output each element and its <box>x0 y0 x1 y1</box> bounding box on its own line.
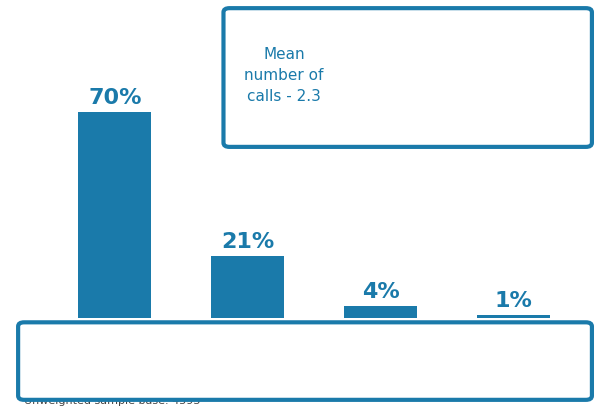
Text: 4%: 4% <box>362 282 399 302</box>
Text: 21%: 21% <box>221 232 274 252</box>
Text: Unweighted sample base: 4593: Unweighted sample base: 4593 <box>24 396 201 406</box>
FancyBboxPatch shape <box>439 50 564 140</box>
Ellipse shape <box>487 84 515 104</box>
Text: 1-2: 1-2 <box>60 351 97 371</box>
Text: 6-10: 6-10 <box>330 351 382 371</box>
Text: 1%: 1% <box>495 291 532 311</box>
Text: 70%: 70% <box>88 88 141 108</box>
FancyBboxPatch shape <box>431 12 468 51</box>
Ellipse shape <box>474 75 529 113</box>
Text: Mean
number of
calls - 2.3: Mean number of calls - 2.3 <box>244 47 324 104</box>
Bar <box>211 256 284 318</box>
Text: 3-5: 3-5 <box>199 351 236 371</box>
Text: 10+: 10+ <box>472 351 519 371</box>
Bar <box>78 112 151 318</box>
FancyBboxPatch shape <box>535 12 572 51</box>
Bar <box>344 306 417 318</box>
Bar <box>477 315 550 318</box>
